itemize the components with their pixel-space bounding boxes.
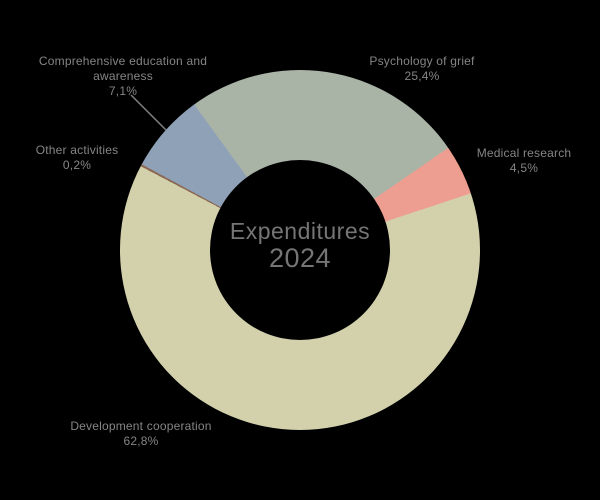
- slice-percent: 7,1%: [108, 84, 138, 98]
- slice-label-psychology-of-grief: Psychology of grief 25,4%: [342, 54, 502, 84]
- slice-label-medical-research: Medical research 4,5%: [454, 146, 594, 176]
- slice-percent: 25,4%: [404, 69, 440, 83]
- slice-name: Other activities: [35, 143, 119, 157]
- slice-label-development-cooperation: Development cooperation 62,8%: [41, 419, 241, 449]
- center-title-line2: 2024: [268, 242, 332, 273]
- center-title-line1: Expenditures: [229, 217, 371, 244]
- slice-name: Medical research: [476, 146, 572, 160]
- slice-percent: 62,8%: [123, 434, 159, 448]
- slice-name: Development cooperation: [70, 419, 212, 433]
- comprehensive-label-tick-line: [130, 94, 167, 131]
- donut-hole: Expenditures 2024: [210, 160, 390, 340]
- slice-label-other-activities: Other activities 0,2%: [17, 143, 137, 173]
- slice-label-comprehensive-education: Comprehensive education and awareness 7,…: [28, 54, 218, 99]
- slice-name: Psychology of grief: [369, 54, 475, 68]
- slice-name: Comprehensive education and awareness: [38, 54, 208, 83]
- chart-center-title: Expenditures 2024: [230, 218, 370, 273]
- slice-percent: 0,2%: [62, 158, 92, 172]
- slice-percent: 4,5%: [509, 161, 539, 175]
